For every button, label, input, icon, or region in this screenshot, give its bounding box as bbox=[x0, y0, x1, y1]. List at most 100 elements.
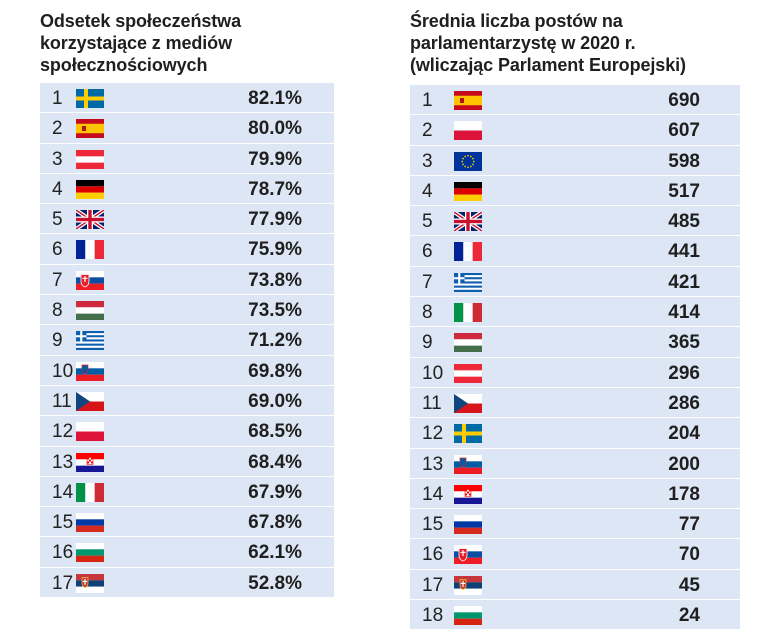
table-row: 3 79.9% bbox=[40, 144, 334, 174]
hungary-flag bbox=[454, 333, 482, 353]
posts-per-mp-table: 1 690 2 607 3 598 4 517 5 485 6 441 7 421 8 414 9 365 10 29… bbox=[410, 85, 740, 631]
rank-number: 9 bbox=[52, 330, 63, 352]
table-row: 3 598 bbox=[410, 146, 740, 176]
table-row: 14 67.9% bbox=[40, 477, 334, 508]
uk-flag bbox=[76, 210, 104, 230]
serbia-flag bbox=[76, 573, 104, 593]
row-value: 77 bbox=[678, 514, 700, 536]
row-value: 62.1% bbox=[248, 542, 302, 564]
row-value: 67.8% bbox=[248, 512, 302, 534]
rank-number: 1 bbox=[52, 88, 63, 109]
table-row: 4 517 bbox=[410, 176, 740, 207]
row-value: 45 bbox=[678, 574, 700, 596]
italy-flag bbox=[76, 482, 104, 502]
table-row: 4 78.7% bbox=[40, 174, 334, 205]
czechia-flag bbox=[76, 391, 104, 411]
row-value: 607 bbox=[668, 120, 700, 142]
title-line: korzystające z mediów bbox=[40, 33, 232, 53]
table-row: 16 62.1% bbox=[40, 537, 334, 568]
social-media-usage-title: Odsetek społeczeństwa korzystające z med… bbox=[40, 10, 334, 76]
rank-number: 2 bbox=[52, 118, 63, 140]
row-value: 204 bbox=[668, 423, 700, 445]
row-value: 421 bbox=[668, 271, 700, 293]
table-row: 14 178 bbox=[410, 479, 740, 510]
row-value: 24 bbox=[678, 605, 700, 627]
row-value: 52.8% bbox=[248, 572, 302, 594]
rank-number: 16 bbox=[52, 542, 74, 564]
slovakia-flag bbox=[76, 270, 104, 290]
rank-number: 17 bbox=[52, 572, 74, 594]
table-row: 5 485 bbox=[410, 206, 740, 237]
france-flag bbox=[454, 242, 482, 262]
row-value: 286 bbox=[668, 392, 700, 414]
row-value: 78.7% bbox=[248, 178, 302, 200]
rank-number: 13 bbox=[422, 453, 444, 475]
row-value: 441 bbox=[668, 241, 700, 263]
poland-flag bbox=[454, 121, 482, 141]
table-row: 10 69.8% bbox=[40, 356, 334, 386]
row-value: 296 bbox=[668, 362, 700, 384]
russia-flag bbox=[76, 513, 104, 533]
table-row: 6 441 bbox=[410, 236, 740, 267]
rank-number: 3 bbox=[52, 148, 63, 170]
row-value: 485 bbox=[668, 211, 700, 233]
france-flag bbox=[76, 240, 104, 260]
social-media-usage-panel: Odsetek społeczeństwa korzystające z med… bbox=[40, 0, 334, 599]
table-row: 1 82.1% bbox=[40, 83, 334, 114]
row-value: 200 bbox=[668, 453, 700, 475]
sweden-flag bbox=[76, 89, 104, 108]
rank-number: 10 bbox=[422, 362, 444, 384]
row-value: 178 bbox=[668, 483, 700, 505]
row-value: 73.8% bbox=[248, 269, 302, 291]
russia-flag bbox=[454, 515, 482, 535]
row-value: 69.8% bbox=[248, 360, 302, 382]
rank-number: 12 bbox=[52, 421, 74, 443]
table-row: 8 414 bbox=[410, 297, 740, 328]
croatia-flag bbox=[454, 484, 482, 504]
bulgaria-flag bbox=[454, 606, 482, 626]
slovenia-flag bbox=[76, 361, 104, 381]
row-value: 68.5% bbox=[248, 421, 302, 443]
slovakia-flag bbox=[454, 545, 482, 565]
table-row: 2 80.0% bbox=[40, 113, 334, 144]
rank-number: 11 bbox=[52, 390, 72, 412]
row-value: 71.2% bbox=[248, 330, 302, 352]
row-value: 598 bbox=[668, 150, 700, 172]
posts-per-mp-title: Średnia liczba postów na parlamentarzyst… bbox=[410, 10, 740, 76]
rank-number: 8 bbox=[422, 302, 433, 324]
table-row: 6 75.9% bbox=[40, 234, 334, 265]
row-value: 517 bbox=[668, 180, 700, 202]
rank-number: 17 bbox=[422, 574, 444, 596]
greece-flag bbox=[76, 331, 104, 351]
table-row: 12 68.5% bbox=[40, 416, 334, 447]
rank-number: 4 bbox=[52, 178, 63, 200]
rank-number: 3 bbox=[422, 150, 433, 172]
title-line: (wliczając Parlament Europejski) bbox=[410, 55, 686, 75]
row-value: 73.5% bbox=[248, 300, 302, 322]
table-row: 15 67.8% bbox=[40, 507, 334, 538]
title-line: Średnia liczba postów na bbox=[410, 11, 623, 31]
table-row: 5 77.9% bbox=[40, 204, 334, 235]
row-value: 75.9% bbox=[248, 239, 302, 261]
row-value: 80.0% bbox=[248, 118, 302, 140]
row-value: 68.4% bbox=[248, 451, 302, 473]
row-value: 70 bbox=[678, 544, 700, 566]
rank-number: 7 bbox=[52, 269, 63, 291]
croatia-flag bbox=[76, 452, 104, 472]
germany-flag bbox=[454, 181, 482, 201]
czechia-flag bbox=[454, 393, 482, 413]
table-row: 1 690 bbox=[410, 85, 740, 116]
table-row: 17 45 bbox=[410, 570, 740, 601]
poland-flag bbox=[76, 422, 104, 442]
table-row: 15 77 bbox=[410, 509, 740, 540]
rank-number: 16 bbox=[422, 544, 444, 566]
rank-number: 5 bbox=[422, 211, 433, 233]
hungary-flag bbox=[76, 301, 104, 321]
table-row: 10 296 bbox=[410, 358, 740, 388]
rank-number: 11 bbox=[422, 392, 442, 414]
posts-per-mp-panel: Średnia liczba postów na parlamentarzyst… bbox=[410, 0, 740, 631]
social-media-usage-table: 1 82.1% 2 80.0% 3 79.9% 4 78.7% 5 77.9% 6 75.9% 7 73.… bbox=[40, 83, 334, 599]
eu-flag bbox=[454, 151, 482, 171]
rank-number: 14 bbox=[52, 481, 74, 503]
rank-number: 8 bbox=[52, 300, 63, 322]
